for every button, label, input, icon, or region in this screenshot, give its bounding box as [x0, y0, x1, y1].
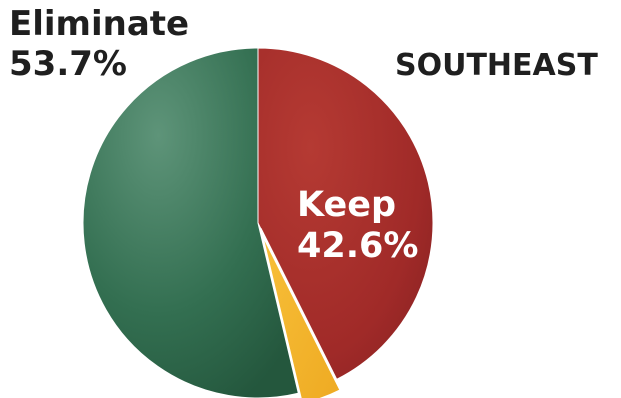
- slice-label-eliminate: Eliminate 53.7%: [9, 7, 189, 81]
- slice-label-keep: Keep 42.6%: [297, 188, 418, 264]
- slice-label-eliminate-value: 53.7%: [9, 44, 127, 84]
- slice-label-eliminate-name: Eliminate: [9, 4, 190, 44]
- slice-unlabeled: [258, 227, 344, 398]
- chart-title: SOUTHEAST: [395, 48, 598, 83]
- slice-label-keep-value: 42.6%: [297, 226, 419, 266]
- slice-keep: [257, 47, 434, 381]
- slice-eliminate: [82, 47, 299, 398]
- slice-label-keep-name: Keep: [297, 185, 397, 225]
